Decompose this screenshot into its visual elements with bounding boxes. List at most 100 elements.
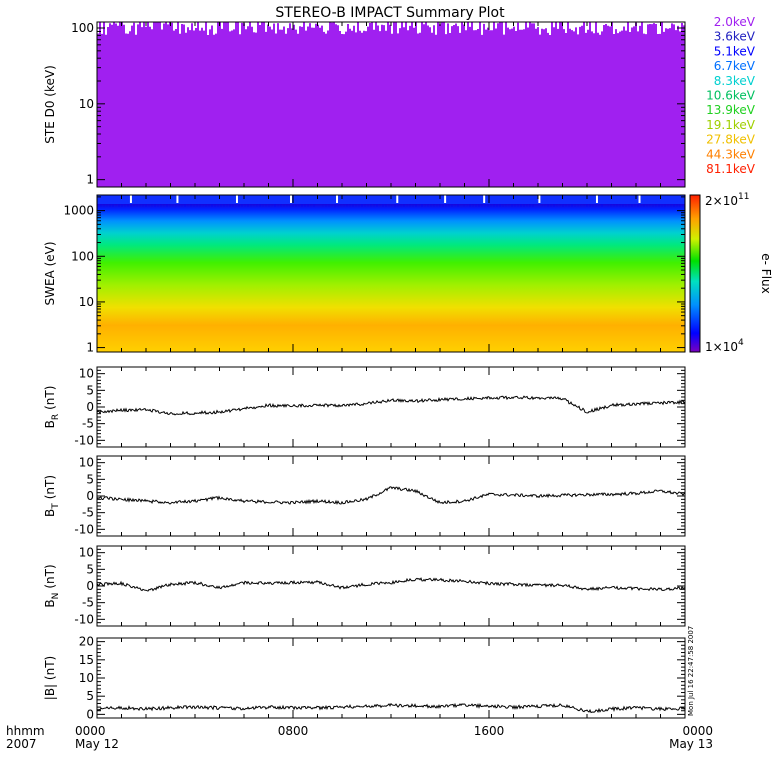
y-tick-label: 10 (79, 97, 94, 111)
y-label-unit: (nT) (43, 564, 57, 588)
colorbar-max-label: 2×1011 (705, 192, 749, 208)
y-tick-label: 0 (86, 489, 94, 503)
y-label-unit: (nT) (43, 475, 57, 499)
y-tick-label: 0 (86, 400, 94, 414)
x-tick-date: May 13 (669, 737, 713, 751)
colorbar-max-mantissa: 2×10 (705, 194, 738, 208)
swea-top-band (97, 195, 685, 204)
bn-panel: 10 5 0 -5 -10 BN (nT) (43, 545, 686, 627)
colorbar-max-exponent: 11 (738, 192, 749, 202)
ste-panel: 1 10 100 STE D0 (keV) 2.0keV3.6keV5.1keV6.7k… (43, 15, 756, 188)
y-tick-label: 10 (79, 546, 94, 560)
x-label-year: 2007 (6, 737, 37, 751)
panel-frame (96, 455, 686, 537)
x-tick-label: 0000 (75, 724, 106, 738)
colorbar-min-mantissa: 1×10 (705, 340, 738, 354)
y-tick-label: -10 (74, 612, 94, 626)
y-tick-label: 10 (79, 295, 94, 309)
swea-heatmap (97, 203, 685, 352)
energy-channel-label: 19.1keV (706, 118, 756, 132)
x-tick-label: 1600 (474, 724, 505, 738)
swea-gap (336, 195, 339, 203)
y-label-main: B (43, 509, 57, 517)
y-tick-label: 20 (79, 635, 94, 649)
energy-channel-label: 6.7keV (714, 59, 756, 73)
y-tick-label: -5 (82, 506, 94, 520)
y-tick-label: -5 (82, 596, 94, 610)
y-axis-label: |B| (nT) (43, 656, 57, 700)
y-tick-label: 10 (79, 367, 94, 381)
y-tick-label: -10 (74, 433, 94, 447)
energy-channel-label: 3.6keV (714, 30, 756, 44)
y-tick-label: 10 (79, 671, 94, 685)
energy-channel-label: 27.8keV (706, 133, 756, 147)
energy-channel-label: 2.0keV (714, 15, 756, 29)
y-tick-label: 100 (71, 21, 94, 35)
y-label-unit: (nT) (43, 386, 57, 410)
x-label-hhmm: hhmm (6, 724, 45, 738)
y-label-main: B (43, 599, 57, 607)
y-tick-label: -5 (82, 417, 94, 431)
colorbar-min-label: 1×104 (705, 338, 744, 354)
plot-title: STEREO-B IMPACT Summary Plot (275, 5, 505, 21)
series-line (96, 486, 686, 506)
swea-gap (290, 195, 293, 203)
colorbar-min-exponent: 4 (738, 338, 744, 348)
colorbar-label: e- Flux (759, 253, 773, 293)
y-tick-label: 0 (86, 707, 94, 721)
y-tick-label: 0 (86, 579, 94, 593)
panel-frame (96, 366, 686, 448)
energy-channel-label: 13.9keV (706, 103, 756, 117)
y-tick-label: 1 (86, 173, 94, 187)
energy-channel-label: 8.3keV (714, 74, 756, 88)
panel-frame (96, 545, 686, 627)
swea-panel: 1 10 100 1000 SWEA (eV) 2×1011 1×104 e- Flux (43, 192, 773, 355)
energy-channel-label: 10.6keV (706, 89, 756, 103)
ste-channel-2.0keV (97, 22, 685, 187)
br-panel: 10 5 0 -5 -10 BR (nT) (43, 366, 686, 448)
series-line (96, 702, 686, 714)
bmag-panel: 20 15 10 5 0 |B| (nT) (43, 635, 686, 721)
energy-channel-label: 81.1keV (706, 162, 756, 176)
y-label-sub: R (51, 414, 61, 420)
y-tick-label: 15 (79, 653, 94, 667)
run-stamp: Mon Jul 16 22:47:58 2007 (687, 626, 695, 716)
y-label-main: B (43, 420, 57, 428)
y-axis-label: BN (nT) (43, 564, 61, 607)
swea-gap (235, 195, 238, 203)
y-tick-label: 5 (86, 689, 94, 703)
y-tick-label: 10 (79, 456, 94, 470)
y-tick-label: 5 (86, 562, 94, 576)
y-label-sub: T (51, 503, 61, 510)
swea-gap (176, 195, 179, 203)
swea-spectrogram (97, 195, 685, 352)
swea-gap (396, 195, 399, 203)
ste-data (97, 22, 685, 187)
swea-gap (129, 195, 132, 203)
series-line (96, 577, 686, 592)
y-tick-label: 5 (86, 472, 94, 486)
y-axis-label: BR (nT) (43, 386, 61, 429)
y-tick-label: 1000 (63, 204, 94, 218)
y-tick-label: 5 (86, 383, 94, 397)
x-tick-date: May 12 (75, 737, 119, 751)
swea-gap (483, 195, 486, 203)
swea-gap (595, 195, 598, 203)
y-tick-label: 100 (71, 249, 94, 263)
colorbar (689, 194, 701, 353)
x-tick-label: 0800 (278, 724, 309, 738)
swea-gap (538, 195, 541, 203)
y-axis-label: STE D0 (keV) (43, 65, 57, 144)
x-tick-label: 0000 (682, 724, 713, 738)
y-tick-label: -10 (74, 522, 94, 536)
y-axis-label: BT (nT) (43, 475, 61, 517)
y-label-sub: N (51, 593, 61, 600)
side-annotations: Mon Jul 16 22:47:58 2007 (687, 626, 695, 716)
swea-gap (444, 195, 447, 203)
swea-gap (638, 195, 641, 203)
y-tick-label: 1 (86, 341, 94, 355)
series-line (96, 395, 686, 416)
